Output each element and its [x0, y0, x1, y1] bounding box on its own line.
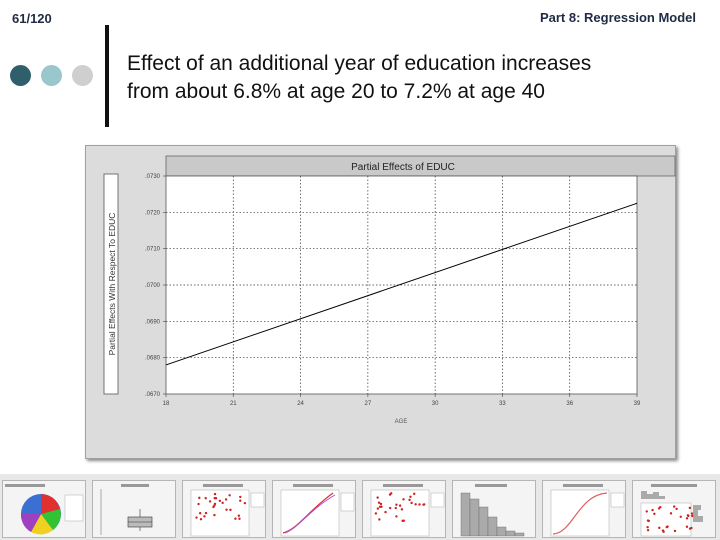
chart-panel: Partial Effects With Respect To EDUC Par…: [85, 145, 676, 459]
grid-lines: [163, 175, 638, 397]
x-tick-label: 30: [432, 401, 439, 407]
scatter-plot-icon-2: [370, 484, 445, 537]
y-axis-label: Partial Effects With Respect To EDUC: [107, 213, 117, 356]
slide-number: 61/120: [12, 11, 52, 26]
x-tick-label: 33: [499, 401, 506, 407]
series-group: [165, 202, 638, 366]
headline-line-1: Effect of an additional year of educatio…: [127, 52, 592, 75]
series-line: [165, 202, 638, 366]
thumbnail-curve-scatter[interactable]: [272, 480, 356, 538]
x-tick-label: 21: [230, 401, 237, 407]
s-curve-icon: [550, 484, 625, 537]
y-tick-label: .0720: [145, 210, 161, 216]
vertical-divider: [105, 25, 109, 127]
histogram-icon: [460, 484, 525, 537]
thumbnail-hist-scatter[interactable]: [632, 480, 716, 538]
chart-title: Partial Effects of EDUC: [351, 162, 455, 173]
thumbnail-s-curve[interactable]: [542, 480, 626, 538]
thumbnail-histogram[interactable]: [452, 480, 536, 538]
partial-effects-chart: Partial Effects With Respect To EDUC Par…: [103, 155, 676, 425]
x-tick-labels: 18 21 24 27 30 33 36 39: [163, 401, 641, 407]
histogram-scatter-icon: [640, 484, 703, 537]
y-tick-label: .0730: [145, 174, 161, 180]
x-tick-label: 27: [365, 401, 372, 407]
x-tick-label: 24: [297, 401, 304, 407]
y-tick-label: .0710: [145, 247, 161, 253]
thumbnail-pie[interactable]: [2, 480, 86, 538]
thumbnail-scatter-2[interactable]: [362, 480, 446, 538]
y-tick-label: .0700: [145, 283, 161, 289]
y-tick-labels: .0670 .0680 .0690 .0700 .0710 .0720 .0730: [145, 174, 161, 398]
boxplot-icon: [100, 484, 153, 535]
light-teal-dot-icon: [41, 65, 62, 86]
x-tick-label: 39: [634, 401, 641, 407]
thumbnail-boxplot[interactable]: [92, 480, 176, 538]
thumbnail-scatter-1[interactable]: [182, 480, 266, 538]
decorative-dots: [10, 65, 94, 87]
y-axis-label-box: [103, 173, 119, 395]
curve-scatter-icon: [280, 484, 355, 537]
grey-dot-icon: [72, 65, 93, 86]
x-tick-label: 18: [163, 401, 170, 407]
thumbnail-strip: [0, 474, 720, 540]
slide-headline: Effect of an additional year of educatio…: [127, 50, 707, 106]
headline-line-2: from about 6.8% at age 20 to 7.2% at age…: [127, 80, 545, 103]
y-tick-label: .0680: [145, 356, 161, 362]
dark-teal-dot-icon: [10, 65, 31, 86]
x-axis-label: AGE: [395, 419, 408, 425]
y-tick-label: .0670: [145, 392, 161, 398]
section-title: Part 8: Regression Model: [539, 10, 696, 25]
scatter-plot-icon: [190, 484, 265, 537]
x-tick-label: 36: [566, 401, 573, 407]
pie-chart-icon: [5, 484, 84, 535]
y-tick-label: .0690: [145, 319, 161, 325]
